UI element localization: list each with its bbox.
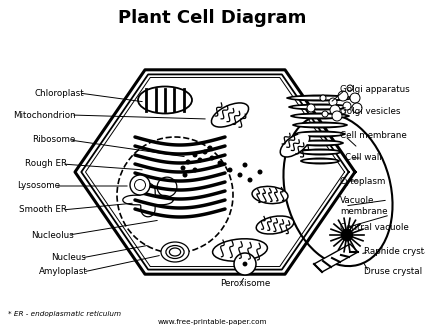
Ellipse shape bbox=[293, 106, 347, 108]
Ellipse shape bbox=[288, 104, 352, 111]
Ellipse shape bbox=[303, 160, 337, 162]
Ellipse shape bbox=[296, 139, 344, 147]
Ellipse shape bbox=[294, 131, 346, 137]
Ellipse shape bbox=[138, 87, 192, 113]
Text: Rough ER: Rough ER bbox=[25, 159, 67, 169]
Text: Cell membrane: Cell membrane bbox=[340, 132, 407, 140]
Text: Raphide crystal: Raphide crystal bbox=[364, 248, 425, 256]
Text: Chloroplast: Chloroplast bbox=[34, 89, 84, 97]
Circle shape bbox=[243, 162, 247, 168]
Circle shape bbox=[322, 111, 328, 117]
Circle shape bbox=[329, 98, 337, 106]
Text: Golgi vesicles: Golgi vesicles bbox=[340, 108, 400, 116]
Circle shape bbox=[247, 177, 252, 182]
Circle shape bbox=[258, 170, 263, 174]
Text: Cell wall: Cell wall bbox=[345, 154, 382, 162]
Circle shape bbox=[193, 153, 198, 157]
Text: Amyloplast: Amyloplast bbox=[39, 268, 88, 277]
Circle shape bbox=[330, 105, 340, 115]
Text: Nucleolus: Nucleolus bbox=[31, 231, 74, 239]
Ellipse shape bbox=[296, 124, 344, 126]
Circle shape bbox=[210, 155, 215, 160]
Ellipse shape bbox=[280, 133, 310, 157]
Text: Central vacuole: Central vacuole bbox=[340, 223, 409, 233]
Circle shape bbox=[350, 93, 360, 103]
Ellipse shape bbox=[301, 151, 339, 154]
Text: Mitochondrion: Mitochondrion bbox=[13, 111, 76, 119]
Text: * ER - endoplasmatic reticulum: * ER - endoplasmatic reticulum bbox=[8, 311, 121, 317]
Text: Smooth ER: Smooth ER bbox=[19, 206, 67, 215]
Circle shape bbox=[198, 157, 202, 162]
Circle shape bbox=[218, 160, 223, 166]
Circle shape bbox=[340, 229, 354, 241]
Ellipse shape bbox=[166, 245, 184, 258]
Ellipse shape bbox=[283, 114, 393, 266]
Text: Plant Cell Diagram: Plant Cell Diagram bbox=[118, 9, 307, 27]
Circle shape bbox=[307, 104, 315, 112]
Ellipse shape bbox=[291, 97, 349, 99]
Text: Ribosome: Ribosome bbox=[32, 135, 75, 145]
Text: Golgi apparatus: Golgi apparatus bbox=[340, 86, 410, 94]
Circle shape bbox=[202, 150, 207, 154]
Text: Vacuole
membrane: Vacuole membrane bbox=[340, 196, 388, 216]
Circle shape bbox=[238, 173, 243, 177]
Circle shape bbox=[243, 262, 247, 266]
Circle shape bbox=[227, 168, 232, 173]
Ellipse shape bbox=[298, 133, 342, 135]
Circle shape bbox=[234, 253, 256, 275]
Circle shape bbox=[347, 85, 353, 91]
Ellipse shape bbox=[295, 114, 346, 117]
Circle shape bbox=[193, 168, 198, 173]
Circle shape bbox=[207, 146, 212, 151]
Ellipse shape bbox=[286, 94, 354, 101]
Ellipse shape bbox=[290, 113, 350, 119]
Circle shape bbox=[343, 102, 351, 110]
Ellipse shape bbox=[211, 103, 249, 127]
Text: Nucleus: Nucleus bbox=[51, 254, 86, 262]
Ellipse shape bbox=[292, 121, 348, 129]
Text: www.free-printable-paper.com: www.free-printable-paper.com bbox=[158, 319, 267, 325]
Circle shape bbox=[181, 166, 185, 171]
Ellipse shape bbox=[212, 239, 267, 261]
Circle shape bbox=[338, 91, 348, 101]
Ellipse shape bbox=[298, 149, 342, 155]
Ellipse shape bbox=[252, 186, 288, 204]
Circle shape bbox=[130, 175, 150, 195]
Circle shape bbox=[182, 173, 187, 177]
Text: Lysosome: Lysosome bbox=[17, 181, 60, 191]
Circle shape bbox=[320, 95, 326, 101]
Ellipse shape bbox=[161, 242, 189, 262]
Circle shape bbox=[332, 111, 342, 121]
Text: Peroxisome: Peroxisome bbox=[220, 279, 270, 289]
Ellipse shape bbox=[300, 157, 340, 165]
Ellipse shape bbox=[256, 216, 294, 234]
Text: Cytoplasm: Cytoplasm bbox=[340, 176, 386, 186]
Ellipse shape bbox=[170, 248, 181, 256]
Polygon shape bbox=[314, 244, 358, 272]
Circle shape bbox=[352, 103, 362, 113]
Text: Druse crystal: Druse crystal bbox=[364, 268, 422, 277]
Ellipse shape bbox=[300, 142, 340, 144]
Circle shape bbox=[185, 159, 190, 165]
